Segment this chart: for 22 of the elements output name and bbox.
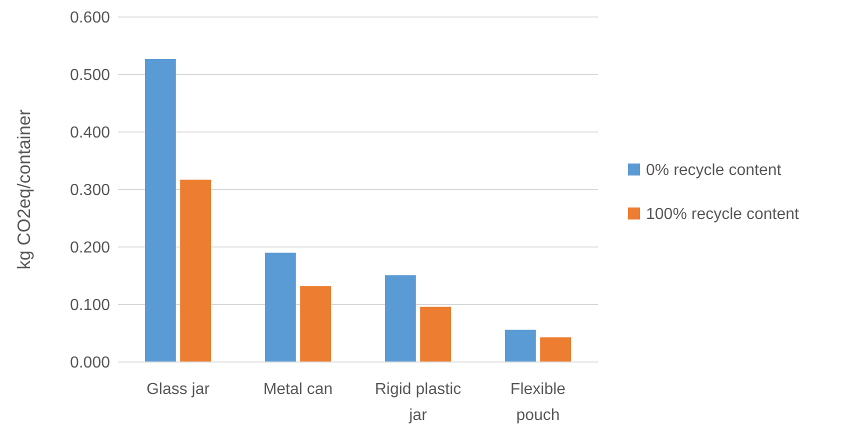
x-tick-label: Glass jar [146,381,210,398]
x-tick-label: Flexible pouch [510,381,566,424]
y-axis-title: kg CO2eq/container [14,109,34,270]
bar [420,306,451,362]
y-tick-label: 0.400 [70,124,110,142]
legend-label: 100% recycle content [646,206,800,224]
legend-label: 0% recycle content [646,162,782,180]
bar [505,330,536,362]
y-tick-label: 0.100 [70,297,110,314]
bar [385,275,416,362]
y-tick-label: 0.500 [70,67,110,84]
y-tick-label: 0.300 [70,182,110,200]
x-tick-label: Rigid plastic jar [374,381,462,424]
x-tick-label: Metal can [263,381,333,398]
y-tick-label: 0.000 [70,354,110,372]
bar [145,58,176,362]
y-tick-label: 0.600 [70,10,110,27]
bar [540,337,571,362]
bar [180,180,211,362]
bar [265,252,296,362]
y-tick-label: 0.200 [70,240,110,257]
bar [300,286,331,362]
